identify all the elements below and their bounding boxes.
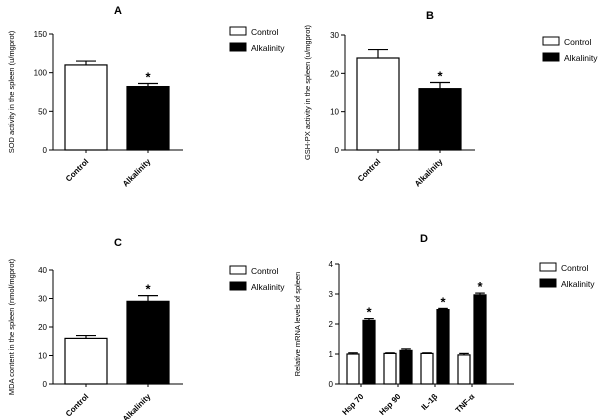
panel-d-bar-alkalinity-3 <box>473 294 487 385</box>
panel-c-legend-swatch <box>229 281 247 291</box>
panel-d-legend-label: Alkalinity <box>561 279 595 289</box>
panel-a-y-tick-label: 100 <box>34 69 48 78</box>
panel-d-bar-control-1 <box>383 352 397 385</box>
panel-d-x-tick-label: Hsp 70 <box>340 392 365 417</box>
panel-d-x-tick-label: Hsp 90 <box>377 392 402 417</box>
panel-b-y-axis-title: GSH-PX activity in the spleen (u/mgprot) <box>303 24 312 160</box>
panel-b-y-tick-label: 20 <box>330 69 339 78</box>
panel-b-bar-alkalinity <box>418 88 462 151</box>
panel-b-legend-label: Alkalinity <box>564 53 598 63</box>
panel-c-x-tick-label: Alkalinity <box>121 392 153 420</box>
panel-d-x-tick-label: IL-1β <box>420 392 440 412</box>
panel-d-bar-control-3 <box>457 354 471 385</box>
panel-b-letter: B <box>426 10 434 22</box>
panel-d-bar-alkalinity-0 <box>362 319 376 385</box>
panel-b-y-tick-label: 0 <box>335 146 340 155</box>
panel-d-y-tick-label: 1 <box>329 350 334 359</box>
panel-d-y-tick-label: 2 <box>329 320 334 329</box>
panel-d-significance-star: * <box>366 305 372 320</box>
panel-c-bar-alkalinity <box>126 300 170 385</box>
panel-c-y-tick-label: 20 <box>38 323 47 332</box>
panel-a-legend-swatch <box>229 26 247 36</box>
panel-d-y-tick-label: 0 <box>329 380 334 389</box>
panel-b-x-tick-label: Control <box>356 157 382 183</box>
panel-a-x-tick-label: Control <box>64 157 90 183</box>
panel-b-significance-star: * <box>437 69 443 84</box>
panel-a-x-tick-label: Alkalinity <box>121 157 153 189</box>
panel-d-legend-label: Control <box>561 263 589 273</box>
panel-c-y-tick-label: 10 <box>38 352 47 361</box>
panel-c-y-tick-label: 30 <box>38 295 47 304</box>
panel-c-y-tick-label: 0 <box>43 380 48 389</box>
panel-a-letter: A <box>114 5 122 17</box>
panel-d-x-tick-label: TNF-α <box>454 392 477 415</box>
panel-b-legend-swatch <box>542 52 560 62</box>
panel-a-legend-label: Control <box>251 27 279 37</box>
panel-a-legend-swatch <box>229 42 247 52</box>
panel-d-bar-control-2 <box>420 352 434 385</box>
panel-a-y-tick-label: 50 <box>38 107 47 116</box>
panel-c-y-axis-title: MDA content in the spleen (nmol/mgprot) <box>7 258 16 395</box>
panel-d-y-axis-title: Relative mRNA levels of spleen <box>293 272 302 377</box>
panel-c-bar-control <box>64 337 108 385</box>
panel-b-legend-label: Control <box>564 37 592 47</box>
panel-a-y-tick-label: 150 <box>34 30 48 39</box>
panel-a-legend-label: Alkalinity <box>251 43 285 53</box>
panel-c-y-tick-label: 40 <box>38 266 47 275</box>
panel-c-legend-swatch <box>229 265 247 275</box>
panel-d-significance-star: * <box>477 279 483 294</box>
panel-c-x-tick-label: Control <box>64 392 90 418</box>
panel-c-legend-label: Control <box>251 266 279 276</box>
panel-b-legend-swatch <box>542 36 560 46</box>
panel-a-bar-alkalinity <box>126 85 170 151</box>
panel-d-bar-alkalinity-2 <box>436 309 450 385</box>
panel-b-y-tick-label: 10 <box>330 108 339 117</box>
panel-b-x-tick-label: Alkalinity <box>413 157 445 189</box>
panel-d-bar-alkalinity-1 <box>399 349 413 385</box>
panel-c-significance-star: * <box>145 282 151 297</box>
panel-d-y-tick-label: 3 <box>329 290 334 299</box>
panel-d-legend-swatch <box>539 278 557 288</box>
panel-d-bar-control-0 <box>346 353 360 385</box>
panel-c-letter: C <box>114 237 122 249</box>
panel-b-bar-control <box>356 57 400 151</box>
panel-d-letter: D <box>420 233 428 245</box>
panel-d-legend-swatch <box>539 262 557 272</box>
panel-a-y-axis-title: SOD activity in the spleen (u/mgprot) <box>7 30 16 153</box>
panel-c-legend-label: Alkalinity <box>251 282 285 292</box>
panel-d-significance-star: * <box>440 294 446 309</box>
panel-a-significance-star: * <box>145 69 151 84</box>
panel-a-y-tick-label: 0 <box>43 146 48 155</box>
panel-d-y-tick-label: 4 <box>329 260 334 269</box>
panel-b-y-tick-label: 30 <box>330 31 339 40</box>
panel-a-bar-control <box>64 64 108 151</box>
